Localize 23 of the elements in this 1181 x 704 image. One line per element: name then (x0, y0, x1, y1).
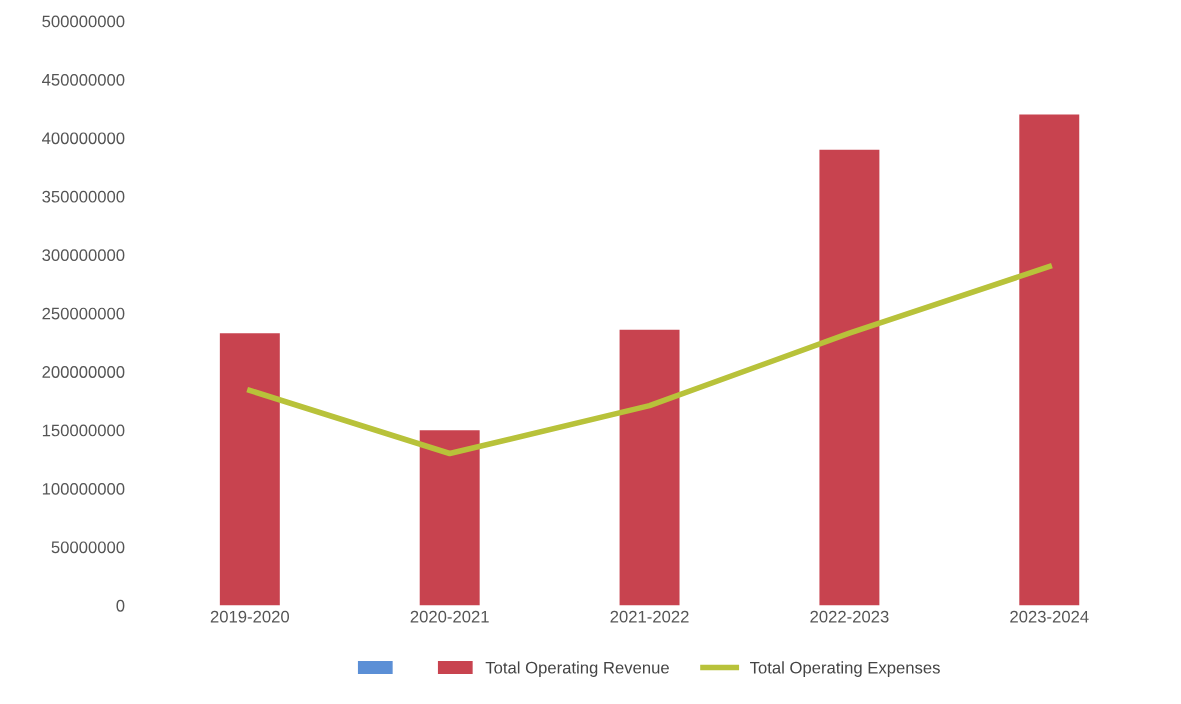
bar (819, 149, 880, 606)
legend-label: Total Operating Revenue (485, 661, 669, 677)
y-tick-label: 200000000 (42, 366, 125, 378)
bar (1019, 114, 1080, 606)
y-tick-label: 100000000 (42, 482, 125, 495)
bar (419, 430, 480, 606)
y-tick-label: 250000000 (42, 307, 125, 320)
bar (219, 333, 280, 606)
y-tick-label: 450000000 (42, 73, 125, 86)
y-tick-label: 350000000 (42, 190, 125, 203)
x-tick-label: 2020-2021 (410, 610, 489, 623)
x-tick-label: 2019-2020 (210, 610, 290, 623)
y-tick-label: 500000000 (42, 15, 125, 28)
bar (619, 329, 680, 606)
legend-label: Total Operating Expenses (750, 661, 940, 677)
y-tick-label: 150000000 (42, 424, 125, 437)
x-tick-label: 2023-2024 (1010, 610, 1089, 623)
y-tick-label: 0 (116, 599, 125, 612)
y-tick-label: 300000000 (42, 249, 125, 262)
x-tick-label: 2022-2023 (810, 610, 889, 623)
y-tick-label: 400000000 (42, 132, 125, 145)
y-tick-label: 50000000 (51, 541, 125, 554)
x-tick-label: 2021-2022 (610, 610, 689, 623)
